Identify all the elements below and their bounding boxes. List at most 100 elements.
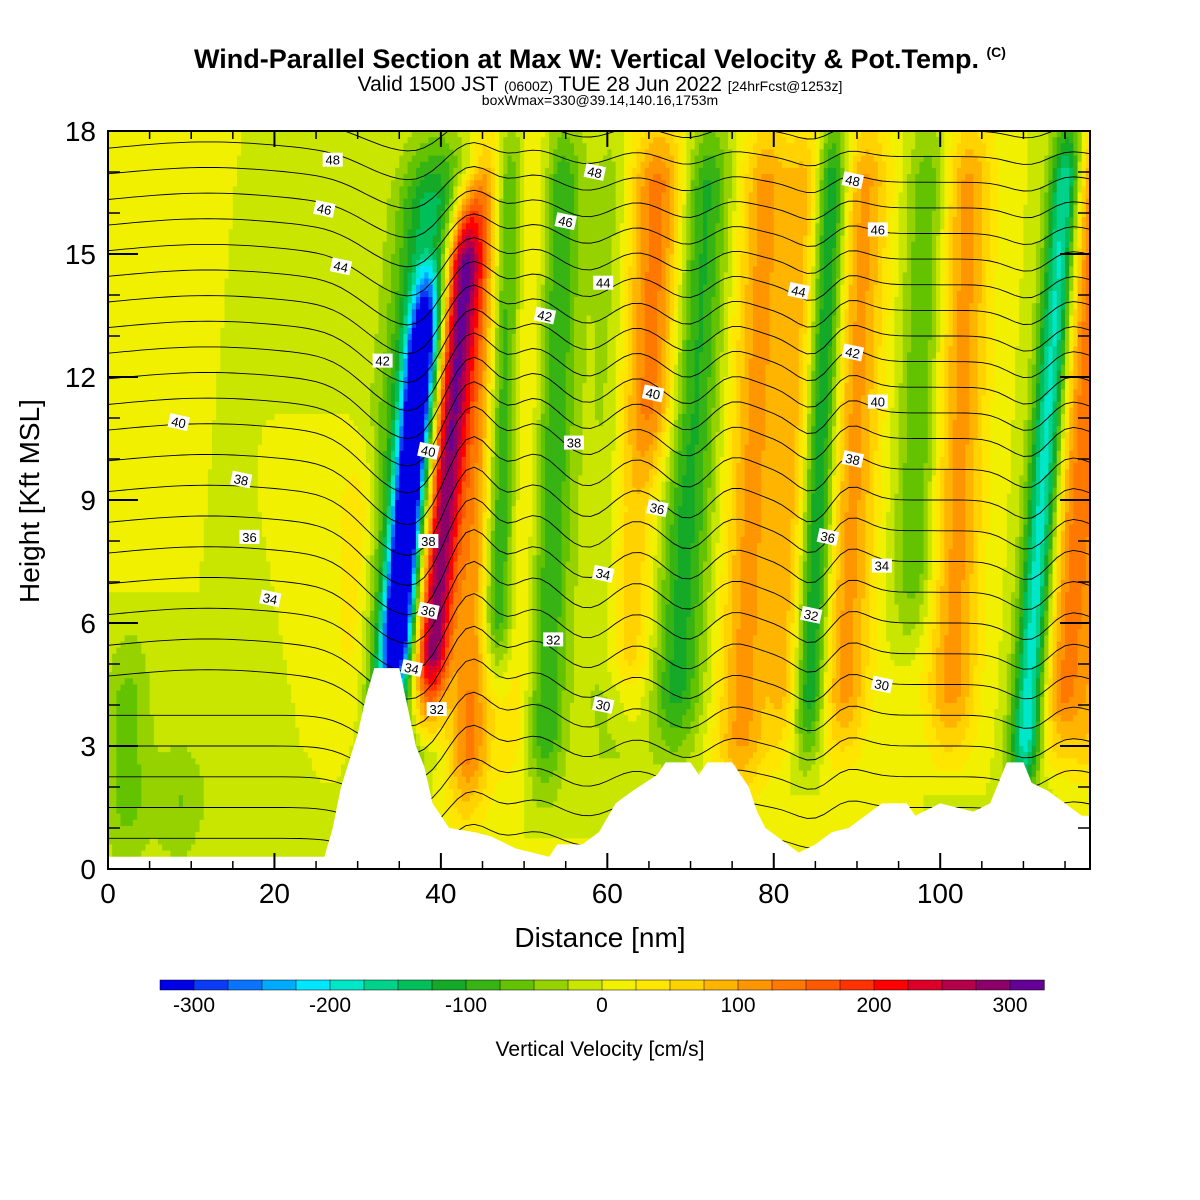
velocity-cell [940,321,945,329]
velocity-cell [532,420,538,427]
velocity-cell [906,383,929,390]
velocity-cell [836,284,841,292]
velocity-cell [940,235,945,243]
velocity-cell [524,204,542,212]
velocity-cell [544,370,550,378]
velocity-cell [952,315,958,323]
velocity-cell [740,210,746,218]
velocity-cell [665,352,671,360]
velocity-cell [861,420,871,427]
velocity-cell [719,407,725,415]
velocity-cell [811,180,816,187]
velocity-cell [898,254,908,261]
velocity-cell [961,161,983,169]
velocity-cell [1065,303,1070,310]
velocity-cell [840,340,846,347]
velocity-cell [1077,395,1090,403]
velocity-cell [374,377,384,384]
velocity-cell [678,167,683,175]
velocity-cell [694,340,704,347]
velocity-cell [445,377,450,384]
velocity-cell [507,370,513,378]
velocity-cell [956,297,975,304]
velocity-cell [748,420,767,427]
velocity-cell [628,284,633,292]
velocity-cell [678,315,683,323]
velocity-cell [1085,254,1090,261]
velocity-cell [678,333,683,341]
velocity-cell [894,352,904,360]
velocity-cell [748,358,771,366]
velocity-cell [399,383,405,390]
velocity-cell [457,407,463,415]
velocity-cell [906,198,916,206]
velocity-cell [682,413,692,421]
velocity-cell [865,352,875,360]
velocity-cell [1069,352,1074,360]
velocity-cell [1031,315,1037,323]
velocity-cell [673,266,679,274]
velocity-cell [723,303,729,310]
velocity-cell [445,254,450,261]
velocity-cell [1056,198,1070,206]
velocity-cell [569,254,579,261]
velocity-cell [890,241,900,249]
velocity-cell [869,272,879,280]
velocity-cell [490,229,496,237]
velocity-cell [1027,358,1037,366]
velocity-cell [715,358,721,366]
velocity-cell [856,254,871,261]
velocity-cell [490,389,496,397]
velocity-cell [736,413,742,421]
velocity-cell [944,174,950,181]
velocity-cell [836,426,841,433]
velocity-cell [644,321,658,329]
velocity-cell [623,364,629,372]
velocity-cell [698,272,708,280]
velocity-cell [474,217,484,224]
velocity-cell [108,180,238,187]
velocity-cell [686,358,696,366]
velocity-cell [1027,137,1049,144]
velocity-cell [582,413,596,421]
velocity-cell [802,420,808,427]
velocity-cell [973,278,983,286]
velocity-cell [220,352,375,360]
velocity-cell [1065,321,1070,329]
velocity-cell [420,272,425,280]
velocity-cell [661,272,667,280]
velocity-cell [536,358,542,366]
velocity-cell [969,340,979,347]
velocity-cell [503,137,521,144]
velocity-cell [623,321,629,329]
velocity-cell [594,389,604,397]
velocity-cell [936,266,941,274]
velocity-cell [1081,186,1087,194]
velocity-cell [973,290,983,298]
velocity-cell [436,383,442,390]
velocity-cell [470,358,475,366]
velocity-cell [603,413,617,421]
velocity-cell [470,420,475,427]
velocity-cell [869,198,879,206]
velocity-cell [1060,407,1066,415]
velocity-cell [732,284,737,292]
velocity-cell [678,407,683,415]
velocity-cell [678,260,683,267]
velocity-cell [669,229,675,237]
velocity-cell [886,180,896,187]
velocity-cell [108,235,230,243]
velocity-cell [519,420,534,427]
velocity-cell [827,358,833,366]
velocity-cell [732,358,737,366]
velocity-cell [661,235,671,243]
velocity-cell [1065,413,1070,421]
velocity-cell [640,192,650,200]
velocity-cell [869,241,879,249]
velocity-cell [1077,340,1083,347]
velocity-cell [877,364,887,372]
velocity-cell [886,401,896,409]
velocity-cell [840,284,846,292]
velocity-cell [944,327,950,335]
velocity-cell [1069,192,1074,200]
